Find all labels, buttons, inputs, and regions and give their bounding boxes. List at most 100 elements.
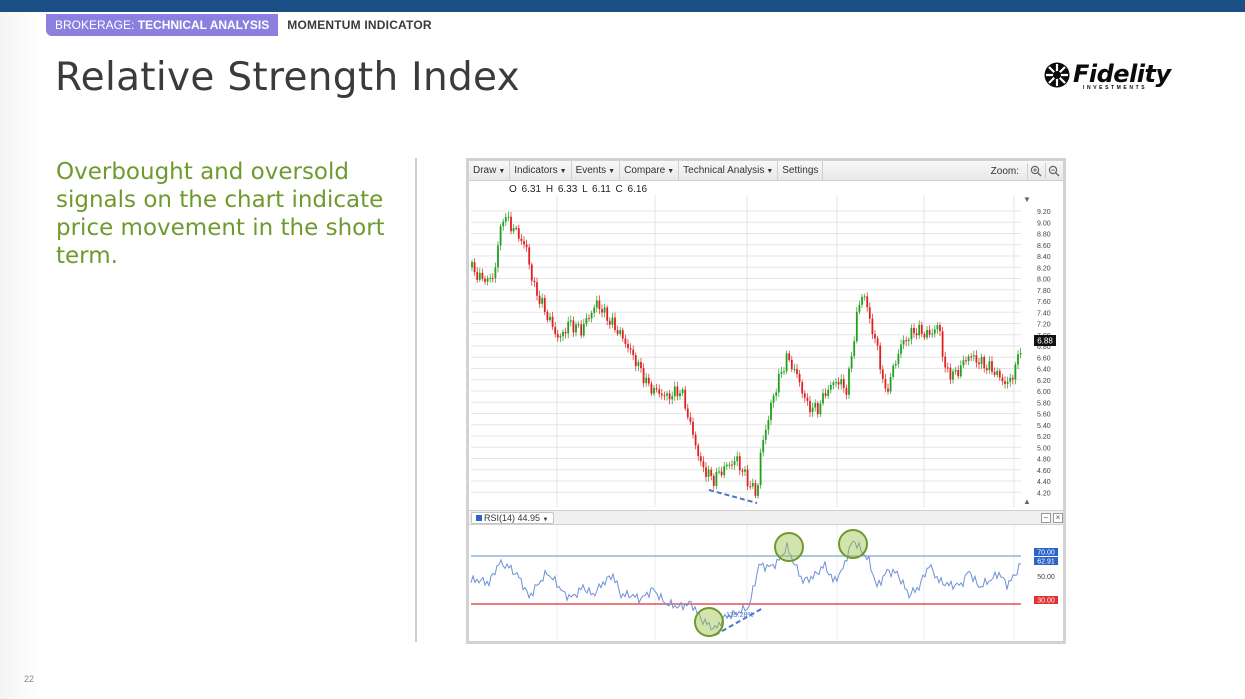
chevron-down-icon: ▼ bbox=[667, 167, 675, 175]
candle-body bbox=[858, 304, 861, 312]
candle-body bbox=[767, 420, 770, 430]
candle-body bbox=[902, 340, 905, 345]
candle-body bbox=[772, 395, 775, 403]
candle-body bbox=[504, 217, 507, 222]
toolbar-draw-menu[interactable]: Draw ▼ bbox=[469, 160, 511, 181]
candle-body bbox=[624, 338, 627, 344]
rsi-indicator-tag[interactable]: RSI(14) 44.95 ▼ bbox=[471, 512, 554, 524]
candle-body bbox=[991, 361, 993, 372]
candle-body bbox=[668, 393, 671, 400]
candle-body bbox=[835, 382, 837, 384]
candle-body bbox=[933, 329, 936, 334]
zoom-out-icon[interactable] bbox=[1045, 163, 1061, 179]
price-tick-label: 6.80 bbox=[1037, 344, 1051, 351]
candle-body bbox=[1009, 377, 1012, 382]
candle-body bbox=[572, 320, 575, 333]
candle-body bbox=[874, 334, 876, 339]
candle-body bbox=[985, 368, 988, 371]
candle-body bbox=[978, 362, 980, 365]
candle-body bbox=[764, 429, 767, 440]
toolbar-compare-menu[interactable]: Compare ▼ bbox=[620, 160, 680, 181]
candle-body bbox=[554, 326, 557, 334]
candle-body bbox=[650, 383, 653, 394]
candle-body bbox=[801, 382, 804, 394]
candle-body bbox=[941, 331, 944, 357]
candle-body bbox=[629, 348, 632, 350]
toolbar-settings-button[interactable]: Settings bbox=[778, 160, 824, 181]
candle-body bbox=[512, 227, 515, 232]
candle-body bbox=[720, 471, 723, 476]
candle-body bbox=[598, 300, 601, 310]
body-text: Overbought and oversold signals on the c… bbox=[56, 159, 385, 269]
candle-body bbox=[494, 267, 497, 278]
candle-body bbox=[936, 325, 939, 330]
rsi-chart[interactable]: 139.28% 70.00 62.91 50.00 30.00 bbox=[469, 525, 1063, 641]
subsection-label: MOMENTUM INDICATOR bbox=[287, 18, 432, 32]
candle-body bbox=[868, 307, 871, 319]
candle-body bbox=[733, 461, 736, 465]
price-tick-label: 7.60 bbox=[1037, 299, 1051, 306]
candle-body bbox=[510, 216, 512, 232]
candle-body bbox=[694, 434, 697, 446]
candle-body bbox=[954, 369, 957, 372]
price-chart[interactable]: 9.20 9.00 8.80 8.60 8.40 8.20 8.00 7.80 7.60 7.40… bbox=[469, 195, 1063, 509]
candle-body bbox=[679, 393, 681, 397]
candle-body bbox=[827, 389, 830, 396]
overbought-label: 70.00 bbox=[1037, 550, 1055, 557]
overbought-highlight-circle-1 bbox=[774, 532, 804, 562]
scroll-up-icon[interactable]: ▼ bbox=[1023, 195, 1031, 204]
candle-body bbox=[983, 356, 986, 369]
candle-body bbox=[588, 318, 590, 320]
candle-body bbox=[798, 373, 801, 383]
toolbar-events-menu[interactable]: Events ▼ bbox=[572, 160, 621, 181]
page-title: Relative Strength Index bbox=[55, 55, 521, 100]
candle-body bbox=[476, 272, 479, 280]
candle-body bbox=[728, 464, 731, 466]
candle-body bbox=[850, 356, 853, 369]
candle-body bbox=[705, 467, 707, 477]
candle-body bbox=[988, 361, 991, 371]
zoom-in-icon[interactable] bbox=[1027, 163, 1043, 179]
candle-body bbox=[944, 356, 947, 368]
toolbar-technical-analysis-menu[interactable]: Technical Analysis ▼ bbox=[679, 160, 779, 181]
oversold-highlight-circle bbox=[694, 607, 724, 637]
candle-body bbox=[676, 386, 679, 397]
candle-body bbox=[796, 369, 798, 374]
candle-body bbox=[1019, 352, 1022, 355]
candle-body bbox=[614, 317, 616, 331]
vertical-divider bbox=[415, 158, 417, 642]
price-tick-label: 4.60 bbox=[1037, 468, 1051, 475]
candle-body bbox=[814, 403, 817, 408]
candle-body bbox=[619, 330, 622, 334]
candle-body bbox=[741, 470, 744, 472]
toolbar-indicators-menu[interactable]: Indicators ▼ bbox=[510, 160, 572, 181]
candle-body bbox=[595, 300, 598, 308]
candle-body bbox=[530, 264, 533, 281]
price-tick-label: 7.80 bbox=[1037, 288, 1051, 295]
candle-body bbox=[887, 388, 889, 392]
candle-body bbox=[754, 483, 757, 496]
logo-wordmark: Fidelity bbox=[1073, 60, 1171, 88]
price-tick-label: 5.00 bbox=[1037, 445, 1051, 452]
candle-body bbox=[655, 388, 658, 390]
current-price-tag: 6.88 bbox=[1034, 335, 1056, 346]
ohlc-open: O 6.31 bbox=[509, 184, 542, 195]
ohlc-close: C 6.16 bbox=[615, 184, 648, 195]
candle-body bbox=[770, 402, 772, 421]
candle-body bbox=[606, 307, 609, 321]
candle-body bbox=[538, 295, 541, 304]
candle-body bbox=[861, 296, 863, 305]
candle-body bbox=[879, 345, 882, 370]
candle-body bbox=[970, 356, 973, 358]
fidelity-globe-icon bbox=[1044, 62, 1070, 88]
candle-body bbox=[497, 245, 499, 268]
candle-body bbox=[897, 353, 900, 364]
candle-body bbox=[569, 320, 572, 322]
candle-body bbox=[866, 296, 869, 308]
candle-body bbox=[811, 407, 814, 413]
close-panel-icon[interactable]: × bbox=[1053, 513, 1063, 523]
chevron-down-icon: ▼ bbox=[498, 167, 506, 175]
toolbar-compare-label: Compare bbox=[624, 164, 666, 176]
scroll-down-icon[interactable]: ▲ bbox=[1023, 497, 1031, 506]
minimize-panel-icon[interactable]: – bbox=[1041, 513, 1051, 523]
